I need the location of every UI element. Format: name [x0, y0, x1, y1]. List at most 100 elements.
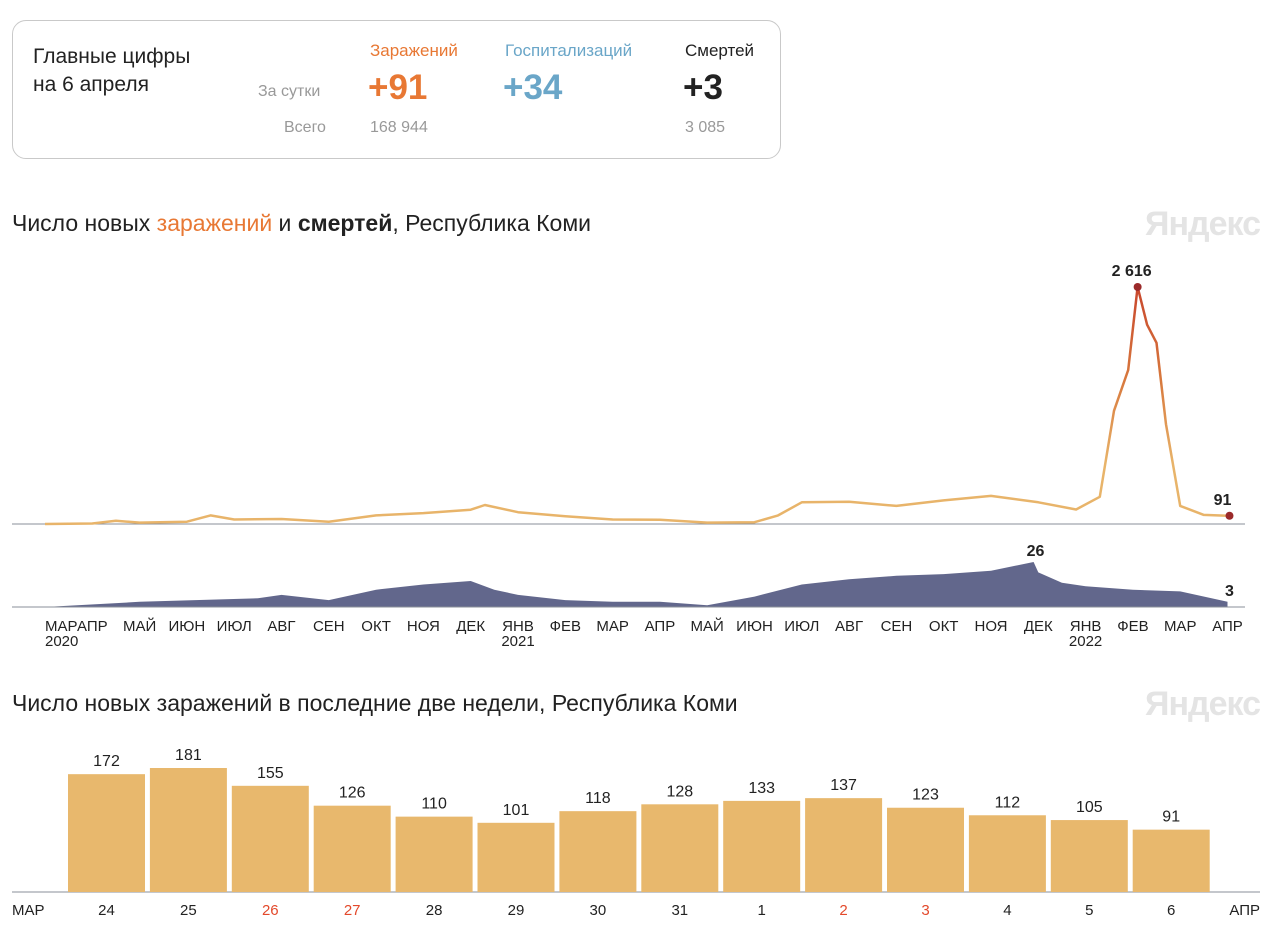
deaths-daily-value: +3 — [683, 68, 723, 107]
x-tick-label: МАР — [45, 618, 78, 635]
bar-category-label: 25 — [180, 902, 197, 919]
title-suffix: , Республика Коми — [392, 210, 591, 236]
title-deaths-word: смертей — [297, 210, 393, 236]
x-tick-label: АПР — [77, 618, 108, 635]
x-tick-label: АВГ — [835, 618, 863, 635]
bar-category-label: 24 — [98, 902, 115, 919]
bar — [968, 815, 1046, 892]
x-tick-label: СЕН — [313, 618, 345, 635]
stats-title-line1: Главные цифры — [33, 45, 191, 68]
cases-last-label: 91 — [1214, 492, 1232, 509]
bar — [559, 811, 637, 892]
bar-value-label: 133 — [748, 780, 775, 797]
x-end-month-label: АПР — [1229, 902, 1260, 919]
x-tick-label: АПР — [1212, 618, 1243, 635]
bar-value-label: 110 — [421, 796, 447, 813]
row-label-daily: За сутки — [258, 83, 321, 100]
x-tick-label: ИЮЛ — [217, 618, 252, 635]
yandex-watermark-logo-2: Яндекс — [1145, 685, 1261, 723]
bar-category-label: 1 — [758, 902, 766, 919]
x-tick-label: МАР — [1164, 618, 1197, 635]
bar-category-label: 4 — [1003, 902, 1011, 919]
bar — [395, 816, 473, 892]
bar — [641, 804, 719, 892]
bar-category-label: 6 — [1167, 902, 1175, 919]
bar — [1050, 820, 1128, 892]
bar-value-label: 123 — [912, 787, 939, 804]
main-stats-card: Главные цифры на 6 апреля За сутки Всего… — [12, 20, 781, 159]
cases-label: Заражений — [370, 41, 458, 60]
bar — [477, 822, 555, 892]
yandex-watermark-logo: Яндекс — [1145, 205, 1261, 243]
bar-category-label: 5 — [1085, 902, 1093, 919]
bar-category-label: 28 — [426, 902, 443, 919]
deaths-peak-label: 26 — [1027, 543, 1045, 560]
bar-value-label: 181 — [175, 747, 202, 764]
cases-total-value: 168 944 — [370, 119, 428, 136]
x-tick-year: 2022 — [1069, 633, 1102, 650]
bar-value-label: 137 — [830, 777, 857, 794]
bar — [313, 805, 391, 892]
x-tick-label: ЯНВ — [1070, 618, 1102, 635]
x-tick-label: НОЯ — [974, 618, 1007, 635]
bar-category-label: 26 — [262, 902, 279, 919]
x-tick-label: ИЮН — [736, 618, 773, 635]
bar-category-label: 27 — [344, 902, 361, 919]
x-tick-label: МАЙ — [123, 617, 156, 635]
bar-value-label: 105 — [1076, 799, 1103, 816]
bar-category-label: 2 — [839, 902, 847, 919]
bar — [1132, 829, 1210, 892]
cases-line — [44, 285, 1228, 526]
deaths-area — [45, 562, 1228, 607]
bar — [68, 774, 145, 892]
cases-peak-dot — [1133, 283, 1142, 291]
bar — [805, 798, 883, 892]
stats-card-title: Главные цифры на 6 апреля — [33, 43, 190, 99]
bar — [723, 800, 801, 892]
bar-category-label: 30 — [590, 902, 607, 919]
bar-category-label: 29 — [508, 902, 525, 919]
x-tick-year: 2020 — [45, 633, 78, 650]
deaths-label: Смертей — [685, 41, 755, 60]
x-tick-label: ФЕВ — [550, 618, 581, 635]
bar — [231, 785, 309, 892]
cases-peak-label: 2 616 — [1112, 263, 1152, 280]
x-tick-label: НОЯ — [407, 618, 440, 635]
two-weeks-bar-chart: МАР АПР1722418125155261262711028101291183… — [12, 747, 1260, 919]
bar — [149, 768, 227, 892]
x-tick-year: 2021 — [501, 633, 534, 650]
deaths-total-value: 3 085 — [685, 119, 726, 136]
title-cases-word: заражений — [156, 210, 273, 236]
x-tick-label: СЕН — [881, 618, 913, 635]
two-weeks-chart-title: Число новых заражений в последние две не… — [12, 690, 738, 716]
deaths-last-label: 3 — [1225, 583, 1234, 600]
bar-value-label: 118 — [585, 790, 611, 807]
title-and-word: и — [272, 210, 298, 236]
bar-value-label: 128 — [666, 783, 693, 800]
bar-category-label: 3 — [921, 902, 929, 919]
x-tick-label: МАЙ — [691, 617, 724, 635]
x-tick-label: ДЕК — [456, 618, 485, 635]
x-tick-label: АПР — [645, 618, 676, 635]
bar-value-label: 91 — [1162, 809, 1180, 826]
cases-last-dot — [1225, 511, 1234, 520]
title-prefix: Число новых — [12, 210, 157, 236]
x-tick-label: АВГ — [267, 618, 295, 635]
cases-deaths-chart-title: Число новых заражений и смертей, Республ… — [12, 210, 591, 237]
x-tick-label: ИЮН — [169, 618, 206, 635]
x-tick-label: ОКТ — [361, 618, 391, 635]
stats-title-line2: на 6 апреля — [33, 73, 149, 96]
x-start-month-label: МАР — [12, 902, 45, 919]
bar-value-label: 155 — [257, 765, 284, 782]
bar-value-label: 101 — [503, 802, 530, 819]
bar — [887, 807, 964, 892]
x-tick-label: ДЕК — [1024, 618, 1053, 635]
row-label-total: Всего — [284, 119, 326, 136]
bar-value-label: 112 — [995, 794, 1021, 811]
hospitalizations-daily-value: +34 — [503, 68, 563, 107]
x-tick-label: ЯНВ — [502, 618, 534, 635]
bar-value-label: 126 — [339, 785, 366, 802]
hospitalizations-label: Госпитализаций — [505, 41, 633, 60]
bar-value-label: 172 — [93, 753, 120, 770]
bar-category-label: 31 — [671, 902, 688, 919]
